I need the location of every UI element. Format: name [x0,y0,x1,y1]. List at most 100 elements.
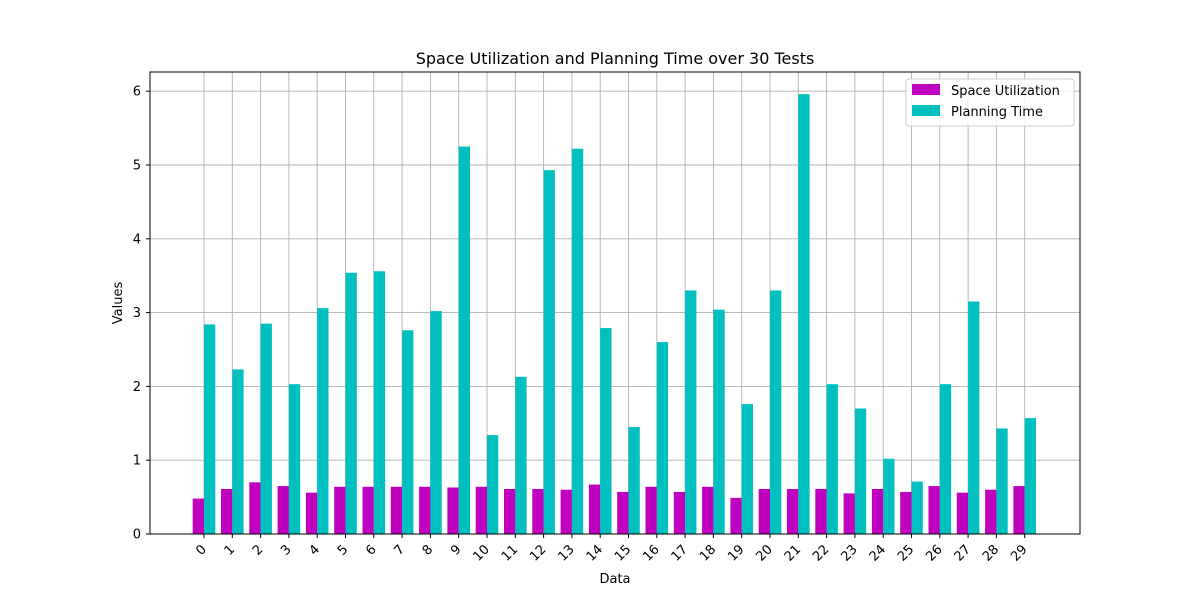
x-tick-label: 0 [193,542,209,558]
bar-planning-time [571,148,584,534]
x-tick-label: 6 [363,542,379,558]
x-tick-label: 20 [754,542,776,564]
bar-space-utilization [730,497,742,534]
bar-space-utilization [702,486,714,534]
bar-planning-time [373,271,386,534]
y-axis-label: Values [111,282,126,325]
bar-space-utilization [192,498,204,534]
bar-planning-time [628,426,640,534]
bar-planning-time [317,308,329,534]
bar-planning-time [600,328,612,534]
x-tick-label: 24 [867,542,889,564]
x-tick-label: 8 [420,542,436,558]
bar-planning-time [939,384,952,534]
x-tick-label: 7 [391,542,407,558]
plot-frame [149,71,1081,535]
bar-space-utilization [956,492,969,534]
bar-planning-time [1024,418,1036,534]
x-tick-label: 5 [335,542,351,558]
y-tick-label: 1 [133,454,141,469]
bar-planning-time [260,323,272,534]
bar-planning-time [883,458,895,534]
x-tick-label: 18 [697,542,719,564]
bar-space-utilization [900,491,912,534]
bar-space-utilization [390,486,403,534]
bars [192,94,1036,535]
bar-space-utilization [419,486,431,534]
x-tick-label: 4 [307,542,323,558]
bar-space-utilization [249,482,261,534]
x-axis-label: Data [599,572,630,587]
bar-space-utilization [843,493,855,534]
legend-swatch-planning-time [912,105,940,116]
bar-planning-time [826,384,838,534]
x-tick-label: 26 [923,542,945,564]
y-tick-label: 3 [133,306,141,321]
y-tick-label: 0 [133,528,141,543]
bar-planning-time [741,404,753,534]
x-tick-label: 11 [499,542,521,564]
bar-space-utilization [504,488,516,534]
y-tick-label: 5 [133,158,141,173]
bar-planning-time [232,369,244,534]
x-tick-label: 23 [838,542,860,564]
y-axis-ticks: 0 1 2 3 4 5 6 [133,85,150,543]
bar-space-utilization [815,488,827,534]
bar-planning-time [345,272,357,534]
bar-planning-time [543,170,555,534]
bar-space-utilization [928,486,940,534]
bar-planning-time [656,342,669,534]
x-tick-label: 3 [278,542,294,558]
bar-planning-time [996,428,1008,534]
y-tick-label: 2 [133,380,141,395]
x-tick-label: 27 [952,542,974,564]
bar-planning-time [458,146,470,535]
bar-planning-time [288,384,301,534]
bar-space-utilization [673,491,686,534]
bar-space-utilization [560,489,572,534]
x-tick-label: 29 [1008,542,1030,564]
bar-planning-time [968,301,980,534]
bar-planning-time [430,311,442,534]
bar-space-utilization [985,489,997,534]
bar-space-utilization [305,492,318,534]
bar-planning-time [798,94,810,535]
bar-space-utilization [617,491,629,534]
x-tick-label: 14 [584,542,606,564]
x-tick-label: 12 [527,542,549,564]
bar-planning-time [204,324,216,534]
bar-space-utilization [362,486,374,534]
x-axis-ticks: 0 1 2 3 4 5 6 7 8 9 10 11 12 13 14 15 16 17 18 19 20 21 22 23 24… [193,534,1031,565]
x-tick-label: 22 [810,542,832,564]
x-tick-label: 10 [471,542,493,564]
x-tick-label: 15 [612,542,634,564]
x-tick-label: 17 [669,542,691,564]
bar-space-utilization [532,488,544,534]
bar-planning-time [685,290,697,534]
legend-frame [905,78,1075,127]
x-tick-label: 1 [222,542,238,558]
bar-space-utilization [475,486,487,534]
bar-planning-time [911,481,923,534]
legend: Space Utilization Planning Time [905,78,1075,127]
bar-space-utilization [645,486,657,534]
x-tick-label: 25 [895,542,917,564]
bar-planning-time [770,290,782,534]
x-tick-label: 19 [725,542,747,564]
bar-planning-time [713,309,725,534]
bar-planning-time [854,408,867,534]
chart-title: Space Utilization and Planning Time over… [416,49,815,68]
y-tick-label: 4 [133,232,141,247]
bar-space-utilization [277,486,289,534]
bar-space-utilization [334,486,346,534]
bar-space-utilization [787,488,799,534]
x-tick-label: 21 [782,542,804,564]
legend-swatch-space-utilization [912,84,940,95]
y-tick-label: 6 [133,85,141,100]
x-tick-label: 9 [448,542,464,558]
bar-planning-time [487,435,499,534]
x-tick-label: 13 [555,542,577,564]
bar-space-utilization [1013,486,1025,534]
legend-label-space-utilization: Space Utilization [951,84,1060,99]
